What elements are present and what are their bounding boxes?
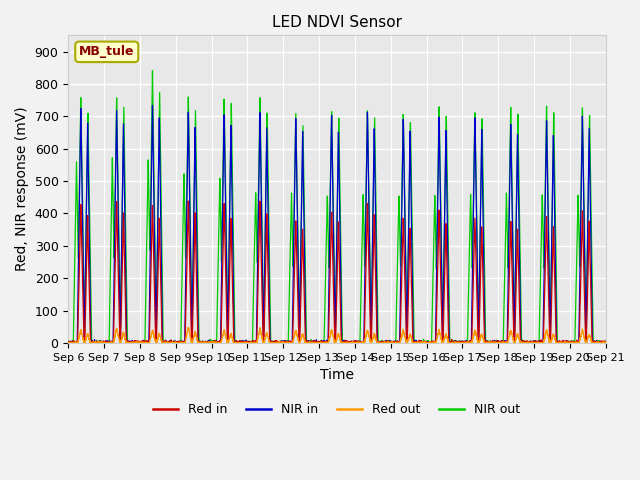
Text: MB_tule: MB_tule (79, 45, 134, 59)
Legend: Red in, NIR in, Red out, NIR out: Red in, NIR in, Red out, NIR out (148, 398, 525, 421)
X-axis label: Time: Time (320, 368, 354, 382)
Y-axis label: Red, NIR response (mV): Red, NIR response (mV) (15, 107, 29, 272)
Title: LED NDVI Sensor: LED NDVI Sensor (272, 15, 402, 30)
